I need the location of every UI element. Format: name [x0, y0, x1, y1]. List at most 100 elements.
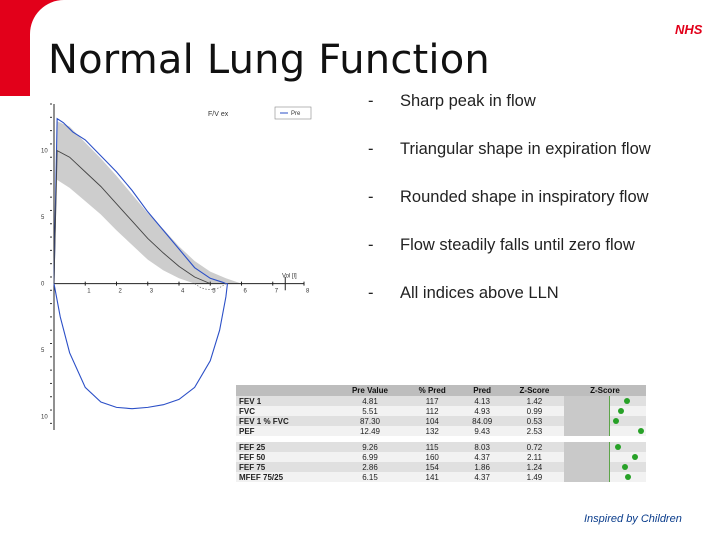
tagline: Inspired by Children	[584, 513, 682, 525]
param-name: PEF	[236, 426, 335, 436]
z-normal-range	[564, 426, 609, 436]
pred-value: 8.03	[459, 442, 505, 452]
z-score-plot	[564, 442, 646, 452]
z-zero-line	[609, 452, 610, 462]
z-score-marker	[621, 464, 628, 470]
z-zero-line	[609, 416, 610, 426]
predicted-range-band	[54, 121, 242, 284]
x-tick-label: 8	[306, 289, 310, 295]
percent-pred: 160	[404, 452, 460, 462]
z-normal-range	[564, 406, 609, 416]
z-score-marker	[624, 474, 631, 480]
z-normal-range	[564, 442, 609, 452]
x-tick-label: 7	[275, 289, 279, 295]
z-score-plot	[564, 406, 646, 416]
x-tick-label: 6	[244, 289, 248, 295]
bullet-text: Flow steadily falls until zero flow	[400, 236, 635, 254]
table-row: FEF 50 6.99 160 4.37 2.11	[236, 452, 646, 462]
slide-title: Normal Lung Function	[48, 37, 490, 83]
bullet-text: Sharp peak in flow	[400, 92, 536, 110]
pred-value: 9.43	[459, 426, 505, 436]
bullet-item: - Triangular shape in expiration flow	[368, 138, 668, 161]
spirometry-table: Pre Value % Pred Pred Z-Score Z-Score FE…	[236, 385, 646, 501]
bullet-dash: -	[368, 92, 374, 110]
logo-trust-name: NHS Foundation Trust	[586, 41, 656, 48]
z-score-plot	[564, 416, 646, 426]
pred-value: 4.37	[459, 452, 505, 462]
bullet-dash: -	[368, 284, 374, 302]
logo-brand: Alder Hey Children's	[546, 24, 669, 38]
col-header: % Pred	[404, 385, 460, 396]
table-row: FEV 1 4.81 117 4.13 1.42	[236, 396, 646, 406]
param-name: FEV 1 % FVC	[236, 416, 335, 426]
z-score: 1.42	[504, 396, 564, 406]
z-score: 2.53	[504, 426, 564, 436]
nhs-badge: NHS	[672, 22, 706, 38]
z-zero-line	[609, 396, 610, 406]
col-header: Z-Score	[590, 386, 620, 395]
bullet-dash: -	[368, 236, 374, 254]
param-name: FEF 75	[236, 462, 335, 472]
col-header: Z-Score	[504, 385, 564, 396]
table-row: FEF 75 2.86 154 1.86 1.24	[236, 462, 646, 472]
table-row: FVC 5.51 112 4.93 0.99	[236, 406, 646, 416]
percent-pred: 117	[404, 396, 460, 406]
z-zero-line	[609, 406, 610, 416]
percent-pred: 141	[404, 472, 460, 482]
pre-value: 5.51	[335, 406, 405, 416]
z-score-plot	[564, 462, 646, 472]
pred-value: 84.09	[459, 416, 505, 426]
bullet-dash: -	[368, 140, 374, 158]
bullet-dash: -	[368, 188, 374, 206]
z-score-marker	[637, 428, 644, 434]
pre-value: 4.81	[335, 396, 405, 406]
z-normal-range	[564, 462, 609, 472]
bullet-list: - Sharp peak in flow - Triangular shape in…	[368, 90, 668, 330]
pre-value: 6.15	[335, 472, 405, 482]
z-score-plot	[564, 452, 646, 462]
bullet-item: - Flow steadily falls until zero flow	[368, 234, 668, 257]
pre-value: 9.26	[335, 442, 405, 452]
z-score: 0.99	[504, 406, 564, 416]
col-header	[236, 385, 335, 396]
param-name: FVC	[236, 406, 335, 416]
results-table: Pre Value % Pred Pred Z-Score Z-Score FE…	[236, 385, 646, 482]
table-row: PEF 12.49 132 9.43 2.53	[236, 426, 646, 436]
z-score-marker	[623, 398, 630, 404]
x-tick-label: 1	[87, 289, 91, 295]
table-row: FEV 1 % FVC 87.30 104 84.09 0.53	[236, 416, 646, 426]
x-tick-label: 5	[212, 289, 216, 295]
z-score-marker	[612, 418, 619, 424]
param-name: FEV 1	[236, 396, 335, 406]
z-score: 2.11	[504, 452, 564, 462]
pred-value: 1.86	[459, 462, 505, 472]
x-tick-label: 3	[150, 289, 154, 295]
z-score-plot	[564, 396, 646, 406]
pre-value: 2.86	[335, 462, 405, 472]
pre-value: 12.49	[335, 426, 405, 436]
y-axis-label: F/V ex	[208, 111, 229, 118]
bullet-item: - All indices above LLN	[368, 282, 668, 305]
col-header: Pre Value	[335, 385, 405, 396]
param-name: FEF 50	[236, 452, 335, 462]
y-tick-label: 10	[41, 149, 48, 155]
y-tick-label: 5	[41, 215, 45, 221]
inspiratory-predicted-dotted	[194, 283, 227, 290]
x-axis-label: Vol [l]	[282, 274, 297, 280]
percent-pred: 104	[404, 416, 460, 426]
col-header-zplot: Z-Score	[564, 385, 646, 396]
table-group-gap	[236, 436, 646, 442]
param-name: MFEF 75/25	[236, 472, 335, 482]
percent-pred: 154	[404, 462, 460, 472]
y-tick-label: 0	[41, 282, 45, 288]
param-name: FEF 25	[236, 442, 335, 452]
y-tick-label: 5	[41, 348, 45, 354]
x-tick-label: 2	[119, 289, 123, 295]
pre-value: 6.99	[335, 452, 405, 462]
predicted-curve	[53, 149, 211, 285]
col-header: Pred	[459, 385, 505, 396]
z-zero-line	[609, 426, 610, 436]
bullet-item: - Rounded shape in inspiratory flow	[368, 186, 668, 209]
z-score: 1.24	[504, 462, 564, 472]
z-score-marker	[618, 408, 625, 414]
